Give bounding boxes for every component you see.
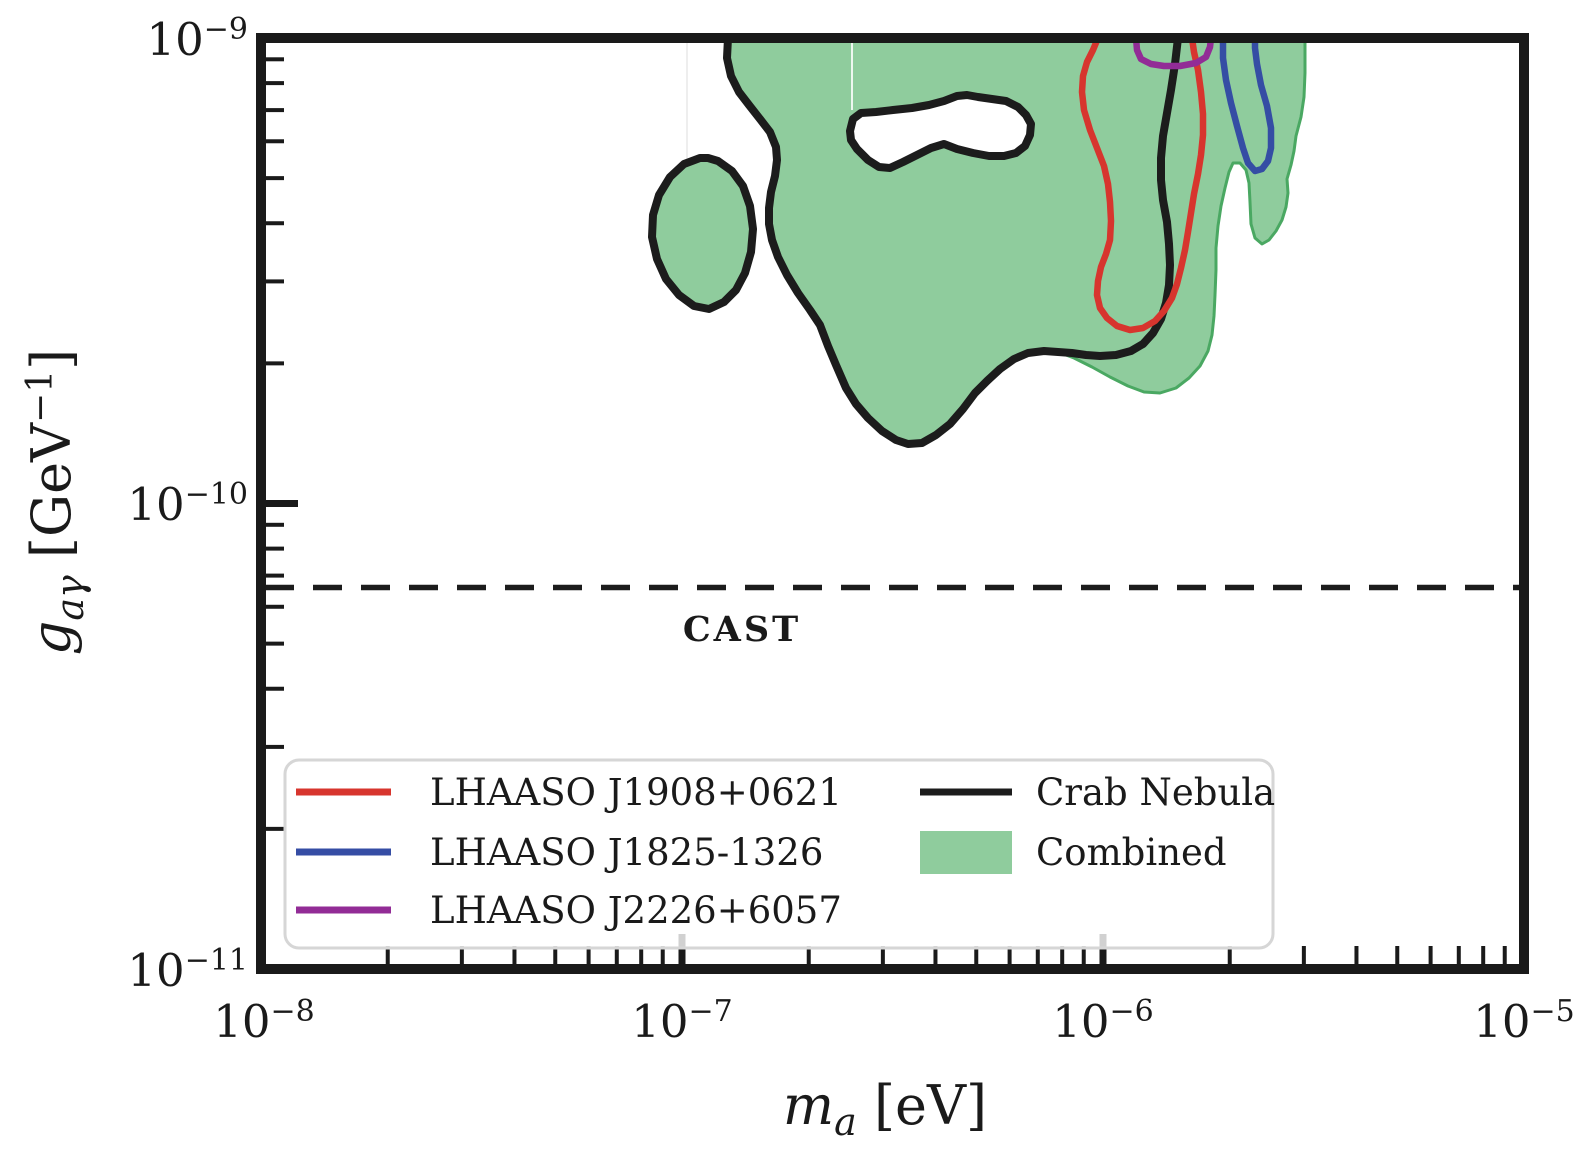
- tick-mark: [974, 946, 979, 964]
- tick-mark: [1301, 946, 1306, 964]
- x-axis-title: ma [eV]: [783, 1074, 987, 1144]
- y-tick-label-1e-9: 10−9: [147, 12, 249, 66]
- tick-mark: [385, 946, 390, 964]
- tick-mark: [639, 946, 644, 964]
- tick-mark: [266, 57, 284, 62]
- tick-mark: [266, 176, 284, 181]
- y-tick-label-1e-11: 10−11: [127, 943, 248, 997]
- tick-mark: [586, 946, 591, 964]
- y-axis-ticks: [266, 57, 298, 831]
- tick-mark: [1456, 946, 1461, 964]
- tick-mark: [459, 946, 464, 964]
- legend-label-combined: Combined: [1036, 831, 1227, 874]
- tick-mark: [553, 946, 558, 964]
- tick-mark: [266, 546, 284, 551]
- y-axis-title: gaγ [GeV−1]: [20, 349, 92, 655]
- legend-label-j1825: LHAASO J1825-1326: [430, 831, 823, 874]
- crab-contour-island: [648, 154, 757, 313]
- x-tick-label-1e-6: 10−6: [1052, 994, 1154, 1048]
- tick-mark: [1035, 946, 1040, 964]
- legend-item-crab: Crab Nebula: [920, 771, 1275, 814]
- tick-mark: [266, 108, 284, 113]
- tick-mark: [266, 573, 284, 578]
- tick-mark: [660, 946, 665, 964]
- tick-mark: [1227, 946, 1232, 964]
- x-tick-label-1e-7: 10−7: [631, 994, 733, 1048]
- crab-nebula-contour: [723, 38, 1182, 448]
- tick-mark: [1502, 946, 1507, 964]
- tick-mark: [614, 946, 619, 964]
- axes-frame: [256, 33, 1529, 974]
- tick-mark: [933, 946, 938, 964]
- legend-item-j2226: LHAASO J2226+6057: [296, 889, 842, 932]
- crab-contour-hole: [846, 91, 1035, 172]
- tick-mark: [266, 139, 284, 144]
- tick-mark: [266, 641, 284, 646]
- tick-mark: [266, 279, 284, 284]
- x-tick-label-1e-8: 10−8: [213, 994, 315, 1048]
- tick-mark: [266, 81, 284, 86]
- plot-area: [648, 38, 1307, 448]
- tick-mark: [1428, 946, 1433, 964]
- cast-label: CAST: [683, 609, 801, 650]
- tick-mark: [880, 946, 885, 964]
- tick-mark: [266, 604, 284, 609]
- tick-mark: [266, 686, 284, 691]
- tick-mark: [1395, 946, 1400, 964]
- lhaaso-j1825-contour: [1219, 38, 1275, 175]
- combined-region: [725, 38, 1307, 446]
- y-tick-label-1e-10: 10−10: [127, 477, 248, 531]
- legend-label-crab: Crab Nebula: [1036, 771, 1275, 814]
- tick-mark: [512, 946, 517, 964]
- legend: LHAASO J1908+0621 LHAASO J1825-1326 LHAA…: [283, 758, 1275, 950]
- tick-mark: [1481, 946, 1486, 964]
- tick-mark: [266, 744, 284, 749]
- tick-mark: [806, 946, 811, 964]
- tick-mark: [1354, 946, 1359, 964]
- legend-label-j2226: LHAASO J2226+6057: [430, 889, 842, 932]
- legend-patch-combined: [920, 831, 1012, 874]
- tick-mark: [266, 221, 284, 226]
- tick-mark: [266, 500, 298, 507]
- lhaaso-j1908-contour: [1078, 38, 1207, 334]
- x-tick-label-1e-5: 10−5: [1473, 994, 1575, 1048]
- tick-mark: [1081, 946, 1086, 964]
- legend-frame: [283, 758, 1275, 950]
- tick-mark: [1007, 946, 1012, 964]
- tick-mark: [266, 522, 284, 527]
- legend-item-combined: Combined: [920, 831, 1227, 874]
- legend-item-j1825: LHAASO J1825-1326: [296, 831, 823, 874]
- legend-label-j1908: LHAASO J1908+0621: [430, 771, 842, 814]
- legend-item-j1908: LHAASO J1908+0621: [296, 771, 842, 814]
- tick-mark: [1060, 946, 1065, 964]
- lhaaso-j2226-contour: [1132, 38, 1215, 70]
- tick-mark: [266, 361, 284, 366]
- tick-mark: [266, 826, 284, 831]
